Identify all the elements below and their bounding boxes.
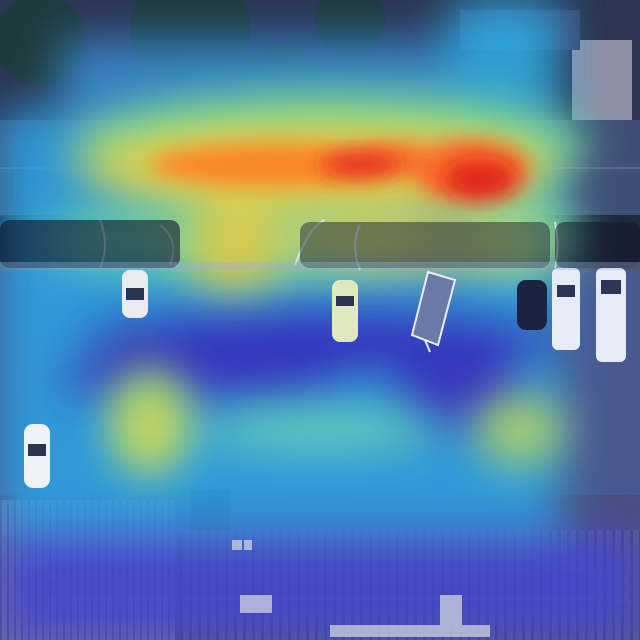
sidewalk [0, 262, 640, 270]
vehicles [0, 219, 640, 488]
rooftop-units [232, 540, 490, 637]
dark-car [517, 280, 547, 330]
trailer [410, 270, 457, 353]
white-trucks [552, 268, 626, 362]
pickup-truck [332, 280, 358, 342]
